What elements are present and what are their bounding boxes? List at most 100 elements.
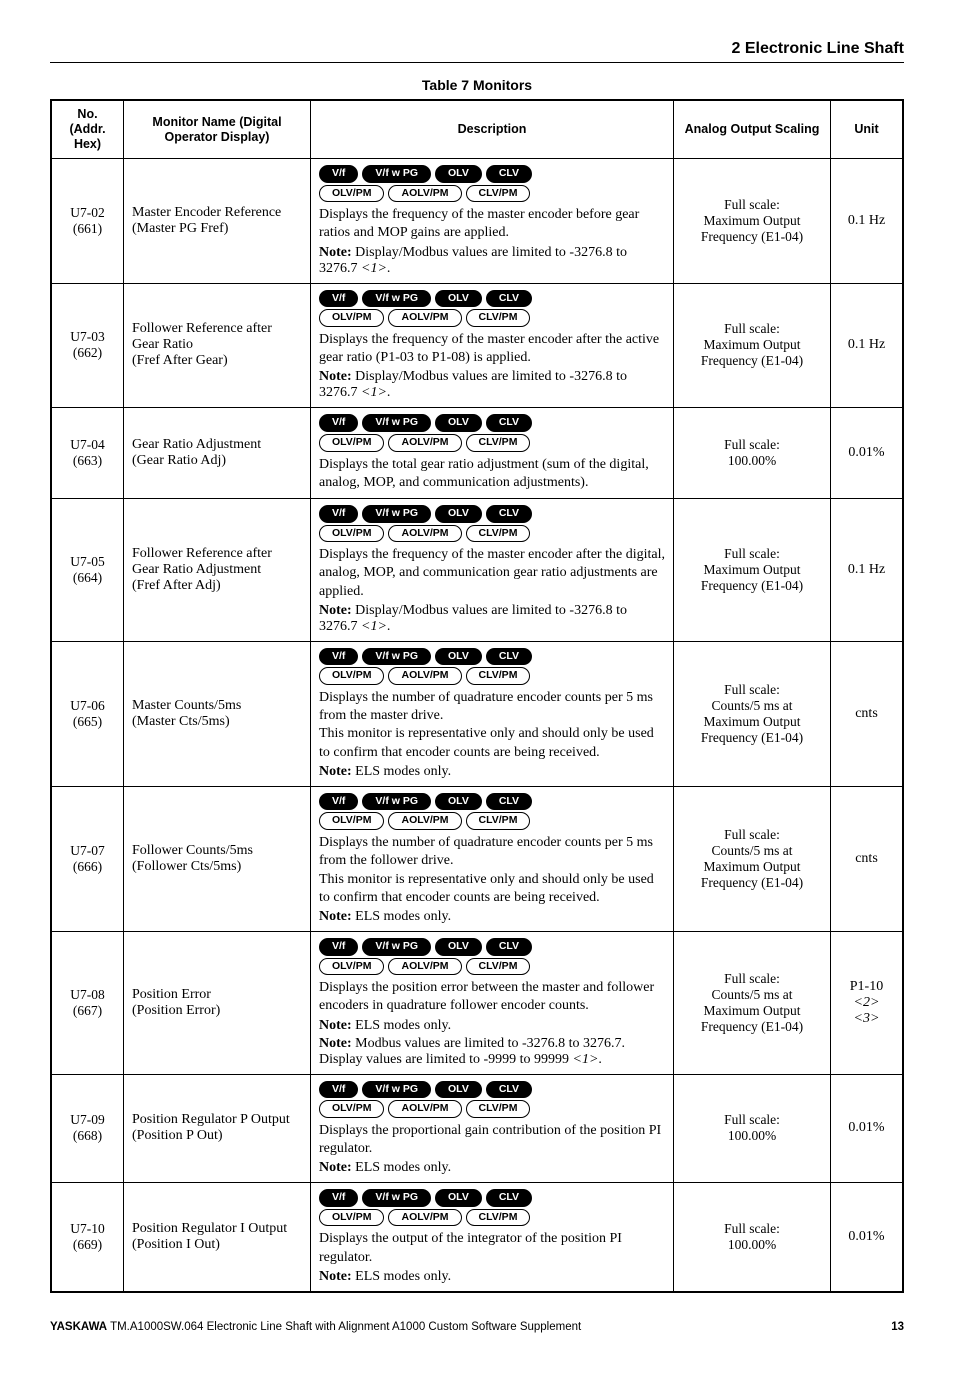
cell-no: U7-05(664): [51, 498, 124, 641]
cell-scale: Full scale:Maximum Output Frequency (E1-…: [674, 159, 831, 284]
note-line: Note: Modbus values are limited to -3276…: [319, 1036, 665, 1068]
cell-unit: 0.01%: [831, 1074, 904, 1183]
cell-name: Follower Counts/5ms(Follower Cts/5ms): [124, 786, 311, 931]
mode-badge: CLV: [486, 165, 532, 183]
cell-scale: Full scale:100.00%: [674, 408, 831, 499]
mode-badge: CLV/PM: [466, 667, 531, 685]
mode-badge: V/f w PG: [362, 938, 431, 956]
cell-unit: 0.01%: [831, 1183, 904, 1292]
cell-no: U7-02(661): [51, 159, 124, 284]
cell-scale: Full scale:100.00%: [674, 1074, 831, 1183]
mode-badge: AOLV/PM: [388, 812, 461, 830]
col-unit: Unit: [831, 100, 904, 159]
mode-badge: OLV/PM: [319, 812, 384, 830]
mode-badge: OLV: [435, 938, 482, 956]
col-desc: Description: [311, 100, 674, 159]
desc-text: Displays the frequency of the master enc…: [319, 206, 665, 242]
mode-badge: CLV: [486, 414, 532, 432]
mode-badge: OLV: [435, 1189, 482, 1207]
mode-badge: CLV/PM: [466, 434, 531, 452]
mode-badge: AOLV/PM: [388, 1209, 461, 1227]
cell-scale: Full scale:100.00%: [674, 1183, 831, 1292]
note-line: Note: Display/Modbus values are limited …: [319, 603, 665, 635]
desc-text: Displays the output of the integrator of…: [319, 1230, 665, 1266]
mode-badge: V/f w PG: [362, 648, 431, 666]
mode-badge: CLV/PM: [466, 309, 531, 327]
section-header: 2 Electronic Line Shaft: [50, 40, 904, 63]
table-row: U7-05(664)Follower Reference after Gear …: [51, 498, 903, 641]
mode-badge: OLV/PM: [319, 667, 384, 685]
mode-badge: OLV: [435, 414, 482, 432]
table-row: U7-03(662)Follower Reference after Gear …: [51, 283, 903, 408]
cell-name: Gear Ratio Adjustment(Gear Ratio Adj): [124, 408, 311, 499]
desc-text: Displays the proportional gain contribut…: [319, 1122, 665, 1158]
cell-desc: V/fV/f w PGOLVCLVOLV/PMAOLV/PMCLV/PMDisp…: [311, 931, 674, 1074]
cell-desc: V/fV/f w PGOLVCLVOLV/PMAOLV/PMCLV/PMDisp…: [311, 1074, 674, 1183]
mode-badge: V/f w PG: [362, 505, 431, 523]
cell-no: U7-04(663): [51, 408, 124, 499]
mode-badge: CLV/PM: [466, 1100, 531, 1118]
mode-badge: AOLV/PM: [388, 1100, 461, 1118]
cell-scale: Full scale:Counts/5 ms at Maximum Output…: [674, 641, 831, 786]
cell-name: Position Regulator I Output(Position I O…: [124, 1183, 311, 1292]
table-title: Table 7 Monitors: [50, 77, 904, 93]
cell-desc: V/fV/f w PGOLVCLVOLV/PMAOLV/PMCLV/PMDisp…: [311, 1183, 674, 1292]
cell-no: U7-06(665): [51, 641, 124, 786]
mode-badge: V/f w PG: [362, 1081, 431, 1099]
mode-badge: CLV: [486, 290, 532, 308]
cell-desc: V/fV/f w PGOLVCLVOLV/PMAOLV/PMCLV/PMDisp…: [311, 408, 674, 499]
cell-scale: Full scale:Counts/5 ms at Maximum Output…: [674, 786, 831, 931]
mode-badge: CLV/PM: [466, 812, 531, 830]
col-scale: Analog Output Scaling: [674, 100, 831, 159]
cell-unit: cnts: [831, 641, 904, 786]
monitors-table: No. (Addr. Hex) Monitor Name (Digital Op…: [50, 99, 904, 1293]
mode-badge: OLV: [435, 290, 482, 308]
mode-badge: OLV: [435, 648, 482, 666]
note-line: Note: ELS modes only.: [319, 764, 665, 780]
cell-unit: P1-10<2> <3>: [831, 931, 904, 1074]
mode-badge: V/f w PG: [362, 414, 431, 432]
table-row: U7-04(663)Gear Ratio Adjustment(Gear Rat…: [51, 408, 903, 499]
cell-no: U7-10(669): [51, 1183, 124, 1292]
table-row: U7-07(666)Follower Counts/5ms(Follower C…: [51, 786, 903, 931]
cell-desc: V/fV/f w PGOLVCLVOLV/PMAOLV/PMCLV/PMDisp…: [311, 159, 674, 284]
mode-badge: OLV/PM: [319, 525, 384, 543]
mode-badge: V/f: [319, 938, 358, 956]
mode-badge: CLV/PM: [466, 185, 531, 203]
cell-name: Master Encoder Reference(Master PG Fref): [124, 159, 311, 284]
cell-name: Follower Reference after Gear Ratio(Fref…: [124, 283, 311, 408]
mode-badge: CLV/PM: [466, 525, 531, 543]
mode-badge: V/f: [319, 793, 358, 811]
footer-doc: TM.A1000SW.064 Electronic Line Shaft wit…: [107, 1321, 581, 1333]
mode-badge: AOLV/PM: [388, 667, 461, 685]
mode-badge: AOLV/PM: [388, 434, 461, 452]
mode-badge: V/f w PG: [362, 793, 431, 811]
table-row: U7-06(665)Master Counts/5ms(Master Cts/5…: [51, 641, 903, 786]
mode-badge: V/f: [319, 165, 358, 183]
mode-badge: OLV/PM: [319, 309, 384, 327]
note-line: Note: ELS modes only.: [319, 1269, 665, 1285]
mode-badge: CLV/PM: [466, 1209, 531, 1227]
col-no: No. (Addr. Hex): [51, 100, 124, 159]
mode-badge: OLV: [435, 165, 482, 183]
table-row: U7-08(667)Position Error(Position Error)…: [51, 931, 903, 1074]
desc-text: Displays the number of quadrature encode…: [319, 834, 665, 907]
cell-no: U7-03(662): [51, 283, 124, 408]
mode-badge: CLV: [486, 793, 532, 811]
mode-badge: OLV/PM: [319, 185, 384, 203]
desc-text: Displays the frequency of the master enc…: [319, 546, 665, 601]
cell-desc: V/fV/f w PGOLVCLVOLV/PMAOLV/PMCLV/PMDisp…: [311, 498, 674, 641]
note-line: Note: ELS modes only.: [319, 909, 665, 925]
cell-scale: Full scale:Maximum Output Frequency (E1-…: [674, 498, 831, 641]
cell-no: U7-07(666): [51, 786, 124, 931]
table-row: U7-09(668)Position Regulator P Output(Po…: [51, 1074, 903, 1183]
cell-desc: V/fV/f w PGOLVCLVOLV/PMAOLV/PMCLV/PMDisp…: [311, 283, 674, 408]
footer-page: 13: [891, 1321, 904, 1333]
mode-badge: OLV/PM: [319, 1100, 384, 1118]
mode-badge: CLV: [486, 938, 532, 956]
mode-badge: V/f: [319, 505, 358, 523]
mode-badge: CLV/PM: [466, 958, 531, 976]
mode-badge: AOLV/PM: [388, 309, 461, 327]
mode-badge: OLV/PM: [319, 1209, 384, 1227]
mode-badge: OLV/PM: [319, 434, 384, 452]
